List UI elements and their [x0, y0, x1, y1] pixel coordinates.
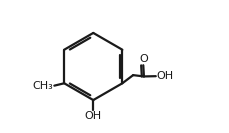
Text: CH₃: CH₃	[33, 81, 53, 91]
Text: OH: OH	[156, 71, 173, 81]
Text: OH: OH	[84, 111, 101, 121]
Text: O: O	[138, 54, 147, 64]
